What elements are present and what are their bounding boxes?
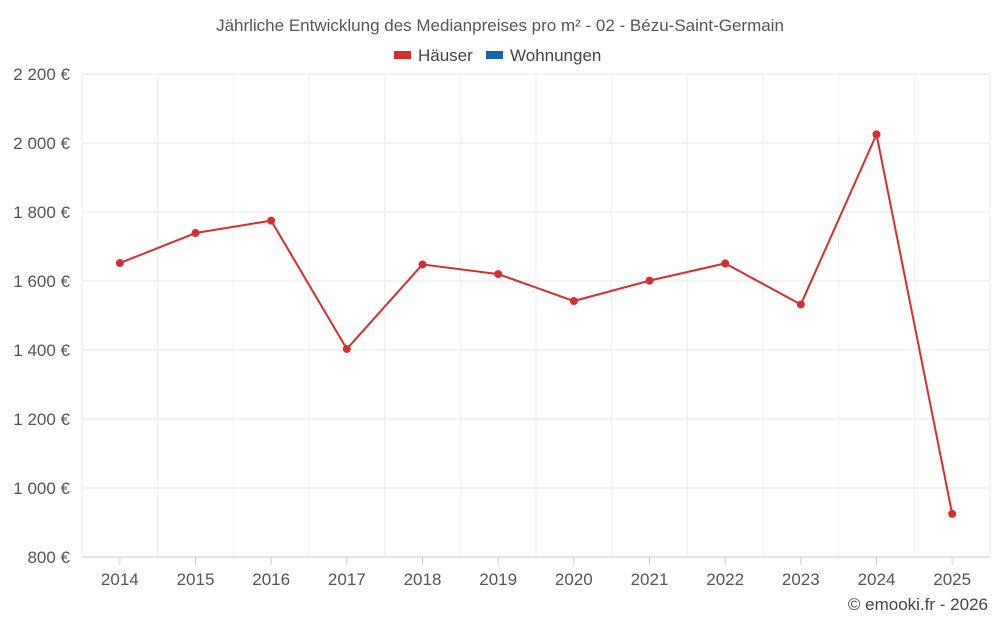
data-point[interactable]: [645, 276, 654, 285]
data-point[interactable]: [191, 229, 200, 238]
data-point[interactable]: [494, 270, 503, 279]
series: [115, 130, 957, 518]
data-point[interactable]: [796, 300, 805, 309]
data-point[interactable]: [721, 259, 730, 268]
legend-swatch-apartments: [486, 51, 503, 59]
data-point[interactable]: [948, 509, 957, 518]
data-point[interactable]: [872, 130, 881, 139]
y-tick-label: 1 200 €: [13, 410, 70, 429]
data-point[interactable]: [267, 216, 276, 225]
x-tick-label: 2017: [328, 570, 366, 589]
x-tick-label: 2015: [177, 570, 215, 589]
legend-label-houses[interactable]: Häuser: [418, 46, 473, 65]
legend-label-apartments[interactable]: Wohnungen: [510, 46, 601, 65]
x-tick-label: 2024: [858, 570, 896, 589]
y-tick-label: 1 000 €: [13, 479, 70, 498]
data-point[interactable]: [418, 260, 427, 269]
x-tick-label: 2018: [404, 570, 442, 589]
x-tick-label: 2020: [555, 570, 593, 589]
x-tick-label: 2025: [933, 570, 971, 589]
x-tick-label: 2023: [782, 570, 820, 589]
x-tick-label: 2019: [479, 570, 517, 589]
data-point[interactable]: [569, 297, 578, 306]
legend-swatch-houses: [394, 51, 411, 59]
data-point[interactable]: [115, 259, 124, 268]
grid: [81, 73, 991, 558]
data-point[interactable]: [342, 344, 351, 353]
y-tick-label: 2 000 €: [13, 134, 70, 153]
y-tick-label: 1 800 €: [13, 203, 70, 222]
x-tick-label: 2014: [101, 570, 139, 589]
x-tick-label: 2021: [631, 570, 669, 589]
axes: 800 € 1 000 € 1 200 € 1 400 € 1 600 € 1 800 €…: [13, 65, 990, 589]
credit-text[interactable]: © emooki.fr - 2026: [848, 595, 988, 614]
x-tick-label: 2022: [706, 570, 744, 589]
chart-title: Jährliche Entwicklung des Medianpreises …: [216, 16, 784, 35]
legend: Häuser Wohnungen: [394, 46, 601, 65]
y-tick-label: 1 600 €: [13, 272, 70, 291]
series-line-0: [119, 133, 954, 515]
y-tick-label: 2 200 €: [13, 65, 70, 84]
y-tick-label: 1 400 €: [13, 341, 70, 360]
x-tick-label: 2016: [252, 570, 290, 589]
y-tick-label: 800 €: [27, 548, 70, 567]
